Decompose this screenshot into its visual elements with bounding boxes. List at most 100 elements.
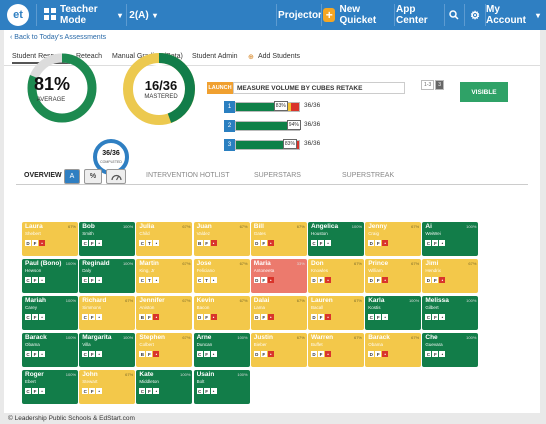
student-card[interactable]: Dalai Lama 67% D F • bbox=[250, 296, 307, 330]
student-card[interactable]: Don Knowles 67% D F • bbox=[308, 259, 364, 293]
tab-overview[interactable]: OVERVIEW bbox=[24, 172, 62, 179]
flag-icon[interactable]: • bbox=[210, 314, 217, 320]
flag-icon[interactable]: • bbox=[210, 351, 217, 357]
flag-icon[interactable]: • bbox=[210, 240, 217, 246]
student-card[interactable]: Usain Bolt 100% C F • bbox=[193, 370, 250, 404]
flag-icon[interactable]: • bbox=[96, 388, 103, 394]
flag-icon[interactable]: • bbox=[96, 277, 103, 283]
projector-button[interactable]: Projector bbox=[278, 0, 322, 30]
student-card[interactable]: Stephen Colbert 67% B F • bbox=[136, 333, 193, 367]
flag-icon[interactable]: • bbox=[382, 351, 389, 357]
flag-icon[interactable]: • bbox=[382, 314, 389, 320]
flag-icon[interactable]: • bbox=[325, 314, 331, 320]
student-card[interactable]: Barack Obama 100% C F • bbox=[22, 333, 78, 367]
student-card[interactable]: Jimi Hendrix 67% D F • bbox=[422, 259, 479, 293]
flag-icon[interactable]: • bbox=[382, 277, 389, 283]
student-card[interactable]: Bill Gates 67% D F • bbox=[250, 222, 307, 256]
student-card[interactable]: Arne Duncan 100% C F • bbox=[193, 333, 250, 367]
flag-icon[interactable]: • bbox=[325, 277, 331, 283]
tab-superstars[interactable]: SUPERSTARS bbox=[254, 172, 301, 179]
search-icon[interactable] bbox=[446, 0, 462, 30]
flag-icon[interactable]: • bbox=[39, 388, 45, 394]
student-card[interactable]: John Stewart 67% C F • bbox=[79, 370, 136, 404]
student-card[interactable]: Lauren Bacall 67% D F • bbox=[308, 296, 364, 330]
flag-icon[interactable]: • bbox=[210, 277, 217, 283]
alpha-sort-button[interactable]: A bbox=[64, 169, 80, 184]
speed-sort-button[interactable] bbox=[106, 169, 126, 184]
flag-icon[interactable]: • bbox=[439, 277, 446, 283]
student-card[interactable]: Ai WeiWei 100% C F • bbox=[422, 222, 479, 256]
student-card[interactable]: Warren Buffet 67% D F • bbox=[308, 333, 364, 367]
student-card[interactable]: Kevin Bacon 67% D F • bbox=[193, 296, 250, 330]
student-card[interactable]: Roger Ebert 100% C F • bbox=[22, 370, 78, 404]
student-card[interactable]: Richard Simmons 67% C F • bbox=[79, 296, 136, 330]
flag-icon[interactable]: • bbox=[439, 240, 446, 246]
class-dropdown[interactable]: 2(A) bbox=[128, 0, 150, 30]
logo[interactable]: et bbox=[4, 0, 32, 30]
question-row[interactable]: 1 83% 36/36 bbox=[224, 101, 334, 113]
teacher-mode-dropdown[interactable]: Teacher Mode bbox=[60, 0, 116, 30]
gear-icon[interactable]: ⚙ bbox=[470, 9, 480, 22]
flag-icon[interactable]: • bbox=[153, 240, 160, 246]
student-card[interactable]: Martin King, Jr 67% C T • bbox=[136, 259, 193, 293]
flag-icon[interactable]: • bbox=[153, 314, 160, 320]
flag-icon[interactable]: • bbox=[153, 388, 160, 394]
percent-sort-button[interactable]: % bbox=[84, 169, 102, 184]
new-quicket-button[interactable]: + New Quicket bbox=[323, 0, 393, 30]
flag-icon[interactable]: • bbox=[39, 277, 45, 283]
student-card[interactable]: Paul (Bono) Hewson 100% C F • bbox=[22, 259, 78, 293]
app-center-button[interactable]: App Center bbox=[396, 0, 444, 30]
flag-icon[interactable]: • bbox=[267, 240, 274, 246]
student-card[interactable]: Melissa Gilbert 100% C F • bbox=[422, 296, 479, 330]
tab-student-admin[interactable]: Student Admin bbox=[192, 53, 238, 60]
question-row[interactable]: 2 94% 36/36 bbox=[224, 120, 334, 132]
flag-icon[interactable]: • bbox=[153, 277, 160, 283]
student-card[interactable]: Juan Valdez 67% B F • bbox=[193, 222, 250, 256]
pager-count[interactable]: 3 bbox=[435, 80, 445, 90]
student-card[interactable]: Jennifer Aniston 67% B F • bbox=[136, 296, 193, 330]
tab-reteach[interactable]: Reteach bbox=[76, 53, 103, 60]
student-card[interactable]: Reginald Daly 100% C F • bbox=[79, 259, 136, 293]
student-card[interactable]: Bob Smith 100% C F • bbox=[79, 222, 136, 256]
student-card[interactable]: Kate Middleton 100% C F • bbox=[136, 370, 193, 404]
flag-icon[interactable]: • bbox=[39, 351, 45, 357]
tab-intervention-hotlist[interactable]: INTERVENTION HOTLIST bbox=[146, 172, 230, 179]
flag-icon[interactable]: • bbox=[39, 240, 45, 246]
launch-button[interactable]: LAUNCH bbox=[207, 82, 233, 94]
pager-range[interactable]: 1-3 bbox=[421, 80, 435, 90]
visible-button[interactable]: VISIBLE bbox=[460, 82, 508, 102]
student-card[interactable]: Maria Antoneeta 33% D F • bbox=[250, 259, 307, 293]
flag-icon[interactable]: • bbox=[325, 351, 331, 357]
flag-icon[interactable]: • bbox=[439, 351, 446, 357]
flag-icon[interactable]: • bbox=[210, 388, 217, 394]
type-badge: F bbox=[260, 351, 267, 357]
flag-icon[interactable]: • bbox=[267, 314, 274, 320]
flag-icon[interactable]: • bbox=[267, 351, 274, 357]
flag-icon[interactable]: • bbox=[39, 314, 45, 320]
student-card[interactable]: Angelica Houston 100% C F • bbox=[308, 222, 364, 256]
student-card[interactable]: Prince William 67% D F • bbox=[365, 259, 422, 293]
question-row[interactable]: 3 83% 36/36 bbox=[224, 139, 334, 151]
student-card[interactable]: Mariah Carey 100% C F • bbox=[22, 296, 78, 330]
back-link[interactable]: ‹ Back to Today's Assessments bbox=[10, 34, 106, 41]
flag-icon[interactable]: • bbox=[267, 277, 274, 283]
student-card[interactable]: Margarita Villa 100% C F • bbox=[79, 333, 136, 367]
student-card[interactable]: Jose Feliciano 67% C T • bbox=[193, 259, 250, 293]
student-card[interactable]: Laura Shebert 67% D F • bbox=[22, 222, 78, 256]
my-account-dropdown[interactable]: My Account ▾ bbox=[486, 0, 540, 30]
student-card[interactable]: Barack Obama 67% D F • bbox=[365, 333, 422, 367]
tab-superstreak[interactable]: SUPERSTREAK bbox=[342, 172, 395, 179]
flag-icon[interactable]: • bbox=[325, 240, 331, 246]
tab-add-students[interactable]: Add Students bbox=[258, 53, 301, 60]
flag-icon[interactable]: • bbox=[96, 314, 103, 320]
flag-icon[interactable]: • bbox=[153, 351, 160, 357]
flag-icon[interactable]: • bbox=[96, 351, 103, 357]
flag-icon[interactable]: • bbox=[439, 314, 446, 320]
flag-icon[interactable]: • bbox=[382, 240, 389, 246]
student-card[interactable]: Justin Bieber 67% D F • bbox=[250, 333, 307, 367]
student-card[interactable]: Che Guevara 100% C F • bbox=[422, 333, 479, 367]
student-card[interactable]: Julia Child 67% C T • bbox=[136, 222, 193, 256]
student-card[interactable]: Karla Kostis 100% C F • bbox=[365, 296, 422, 330]
student-card[interactable]: Jenny Craig 67% D F • bbox=[365, 222, 422, 256]
flag-icon[interactable]: • bbox=[96, 240, 103, 246]
